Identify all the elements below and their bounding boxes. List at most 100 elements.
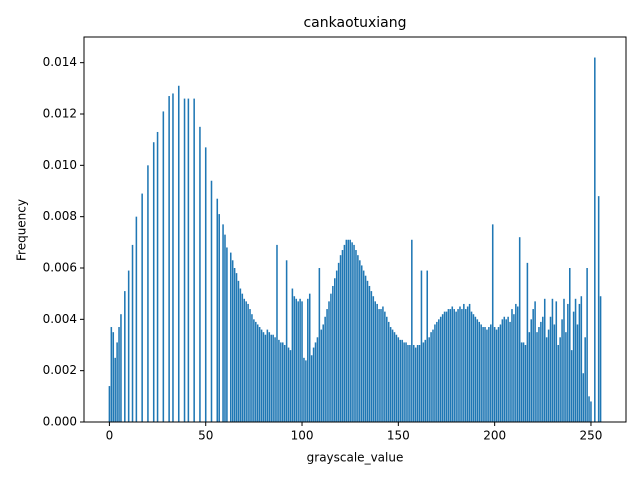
bar (314, 342, 317, 422)
bar (289, 350, 292, 422)
bar (285, 260, 288, 422)
bar (116, 342, 118, 422)
bar (322, 324, 324, 422)
bar (555, 301, 558, 422)
bar (335, 270, 338, 422)
x-tick-label: 150 (387, 429, 410, 443)
y-tick-label: 0.006 (43, 261, 77, 275)
bar (297, 301, 299, 422)
bar (127, 270, 130, 422)
x-tick-label: 250 (580, 429, 603, 443)
bar (355, 250, 357, 422)
bar (293, 296, 296, 422)
bar (307, 298, 309, 422)
bar (430, 332, 432, 422)
bar (420, 270, 423, 422)
bar (310, 355, 313, 422)
bar (518, 237, 521, 422)
bar (567, 303, 569, 422)
bar (278, 339, 280, 422)
bar (156, 131, 159, 422)
bar (332, 285, 334, 422)
bar (339, 255, 342, 422)
bar (299, 298, 301, 422)
bar (499, 324, 502, 422)
bar (112, 332, 115, 422)
bar (318, 268, 321, 422)
bar (559, 337, 561, 422)
bar (459, 306, 461, 422)
bar (268, 332, 271, 422)
bar (428, 337, 430, 422)
bar (147, 165, 149, 423)
bar (516, 306, 519, 422)
bar (411, 239, 413, 422)
bar (247, 303, 249, 422)
bar (482, 327, 484, 422)
bar (308, 293, 311, 422)
bar (237, 280, 240, 422)
bar (484, 327, 486, 422)
x-axis-label: grayscale_value (307, 451, 404, 465)
bar (540, 321, 542, 422)
y-tick-label: 0.014 (43, 55, 77, 69)
bar (301, 301, 303, 422)
bar (447, 309, 450, 422)
bar (360, 265, 363, 422)
bar (586, 268, 588, 422)
bar (528, 332, 531, 422)
bar (337, 262, 340, 422)
bar (414, 347, 417, 422)
bar (255, 321, 257, 422)
bar (507, 316, 509, 422)
bar (486, 329, 488, 422)
y-axis-label: Frequency (15, 199, 29, 261)
axes-frame (83, 36, 627, 423)
bar (389, 327, 392, 422)
bar (436, 321, 438, 422)
bar (172, 93, 174, 422)
bar (380, 309, 382, 422)
bar (505, 319, 507, 422)
bar (549, 316, 552, 422)
bar (357, 255, 359, 422)
bar (260, 329, 263, 422)
bar (334, 278, 336, 422)
bar (233, 268, 236, 422)
bar (291, 288, 294, 422)
bar (245, 301, 247, 422)
bar (391, 329, 394, 422)
bar (438, 319, 440, 422)
bar (570, 350, 573, 422)
bar (534, 301, 536, 422)
bar (597, 196, 600, 422)
bar (281, 342, 284, 422)
bar (320, 329, 323, 422)
bar (303, 357, 305, 422)
bars (108, 57, 602, 423)
bar (368, 285, 371, 422)
bar (580, 296, 583, 422)
bar (515, 303, 517, 422)
bar (162, 111, 165, 422)
bar (372, 296, 375, 422)
bar (216, 198, 219, 422)
bar (231, 260, 234, 422)
bar (565, 332, 567, 422)
bar (470, 311, 473, 422)
y-tick-label: 0.012 (43, 107, 77, 121)
bar (118, 327, 120, 422)
bar (374, 301, 376, 422)
bar (349, 239, 351, 422)
bar (343, 244, 346, 422)
bar (501, 319, 504, 422)
bar (295, 298, 298, 422)
bar (426, 270, 429, 422)
bar (466, 306, 469, 422)
bar (378, 309, 380, 422)
bar (330, 293, 332, 422)
bar (584, 337, 586, 422)
bar (177, 85, 180, 423)
bar (461, 309, 463, 422)
bar (384, 311, 386, 422)
